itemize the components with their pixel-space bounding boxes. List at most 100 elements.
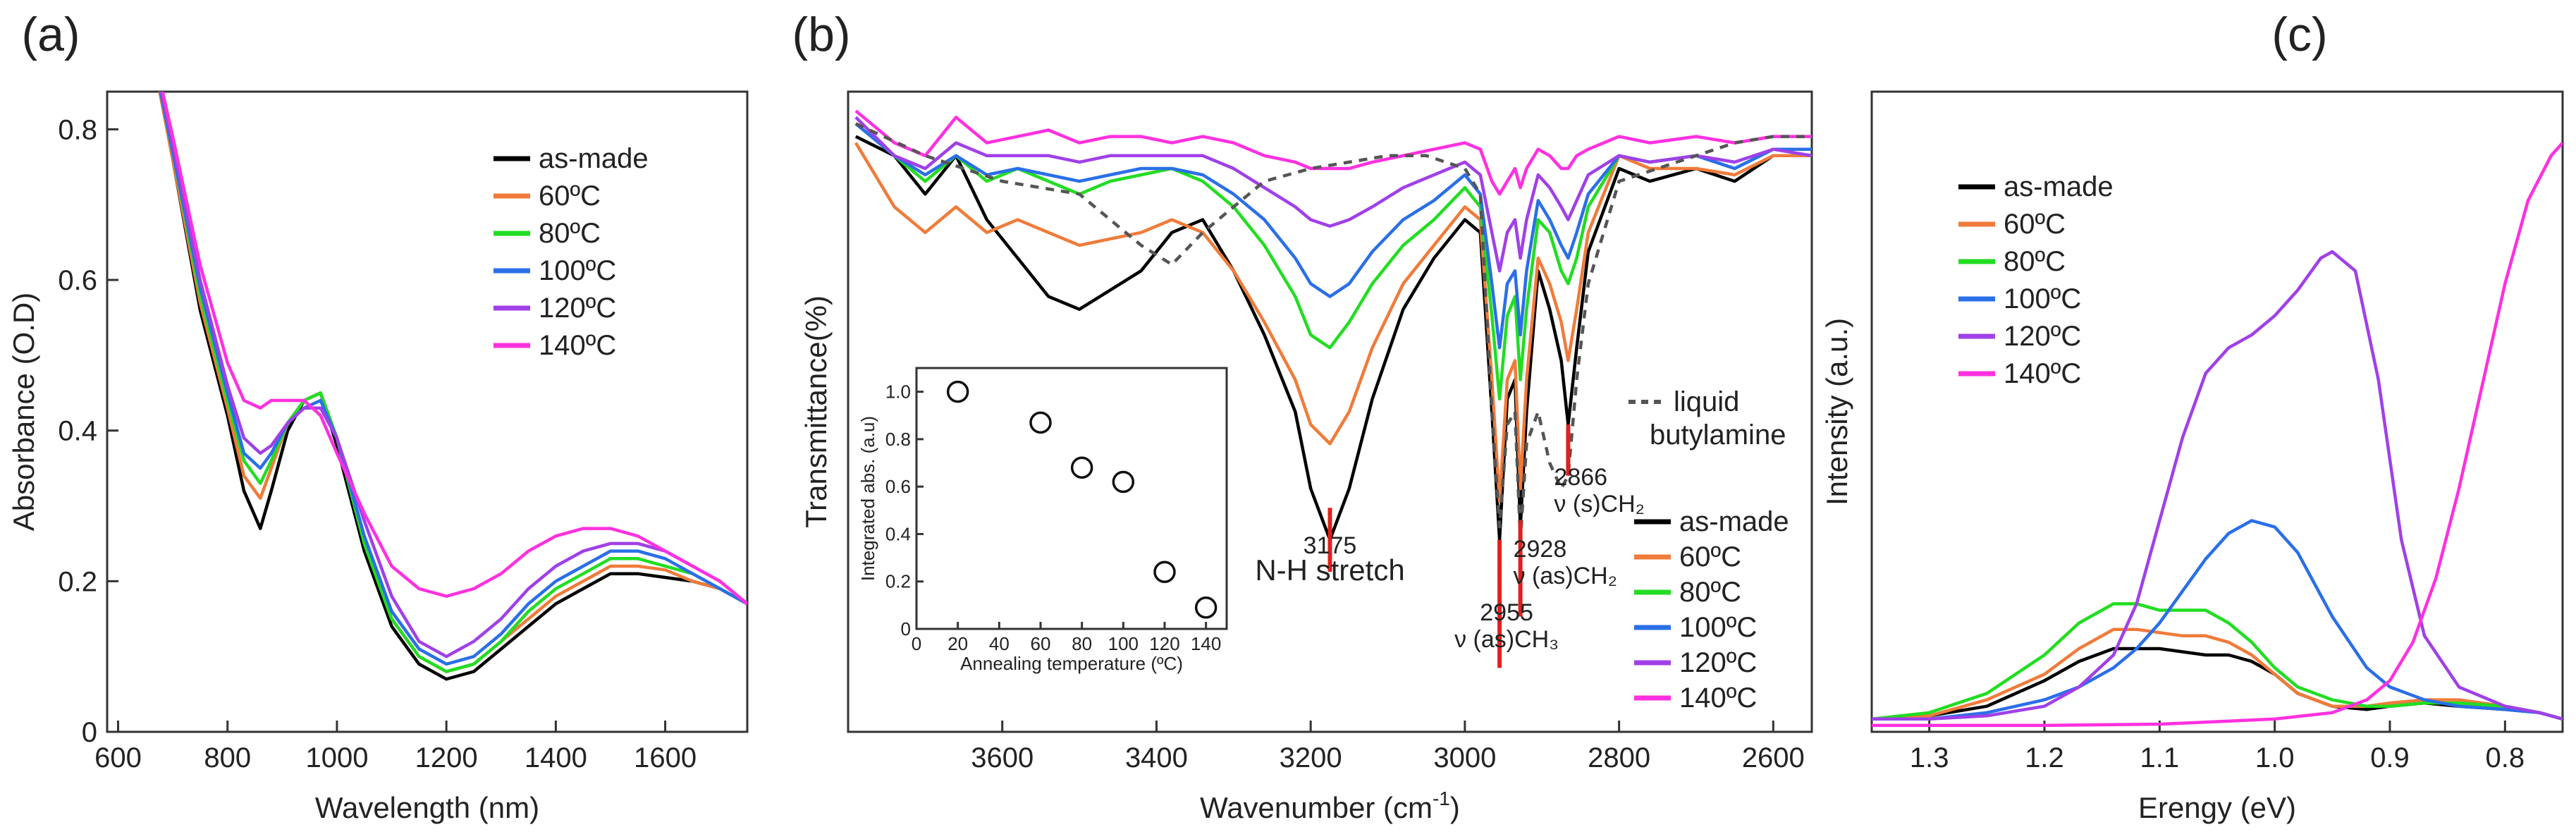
series-line-liquid-butylamine: [854, 122, 1812, 541]
series-line-140-c: [854, 109, 1812, 196]
y-tick-label: 0.6: [58, 265, 97, 296]
legend-label-liquid: butylamine: [1650, 420, 1786, 451]
series-line-100-c: [1872, 519, 2563, 721]
y-axis-title: Absorbance (O.D): [7, 293, 40, 531]
legend-label: 80ºC: [539, 218, 601, 249]
legend-label: 140ºC: [539, 330, 616, 361]
inset-x-tick-label: 40: [989, 633, 1010, 654]
x-tick-label: 1.1: [2140, 742, 2180, 773]
inset-x-tick-label: 80: [1072, 633, 1092, 654]
x-tick-label: 600: [94, 742, 142, 773]
annotation-label: ν (as)CH₂: [1514, 563, 1617, 589]
inset-point: [1194, 596, 1218, 619]
inset-x-tick-label: 0: [912, 633, 921, 654]
series-line-100-c: [159, 92, 747, 666]
x-tick-label: 1400: [525, 742, 587, 773]
x-axis-title: Erengy (eV): [2138, 791, 2296, 824]
legend-label: as-made: [2004, 171, 2114, 202]
inset-point: [946, 380, 969, 403]
legend-label: 120ºC: [1679, 647, 1757, 678]
inset-background: [860, 354, 1248, 692]
x-tick-label: 2800: [1588, 742, 1650, 773]
inset-x-axis-title: Annealing temperature (ºC): [960, 653, 1183, 674]
inset-point: [1029, 411, 1052, 434]
annotation-label: ν (as)CH₃: [1454, 626, 1559, 653]
inset-y-tick-label: 0.8: [885, 429, 911, 450]
y-axis-title: Transmittance(%): [799, 295, 833, 528]
series-line-60-c: [158, 92, 747, 673]
inset-point: [1153, 561, 1176, 584]
series-line-120-c: [159, 92, 747, 659]
x-tick-label: 1.2: [2025, 742, 2064, 773]
x-tick-label: 3400: [1125, 742, 1188, 773]
x-tick-label: 1.3: [1910, 742, 1949, 773]
series-line-80-c: [854, 122, 1812, 401]
legend-label: 140ºC: [1679, 682, 1757, 714]
series-line-as-made: [1872, 647, 2563, 721]
legend-label: as-made: [539, 143, 649, 174]
panel-c: (c) 1.3 1.2 1.1 1.0 0.9 0.8 Erengy (eV) Intensit…: [1820, 8, 2564, 824]
series-line-140-c: [1872, 142, 2563, 728]
x-tick-label: 3600: [971, 742, 1034, 773]
legend-label-liquid: liquid: [1674, 386, 1739, 417]
plot-frame: [1870, 90, 2564, 733]
inset-frame: [915, 367, 1228, 630]
annotation-label: ν (s)CH₂: [1554, 491, 1644, 518]
x-axis-title-main: Wavenumber (cm: [1200, 791, 1433, 824]
x-axis-title-sup: -1: [1433, 788, 1450, 809]
legend-label: 100ºC: [1679, 612, 1757, 643]
inset-x-tick-label: 100: [1108, 633, 1139, 654]
y-tick-label: 0.4: [58, 416, 97, 447]
series-line-100-c: [854, 122, 1812, 350]
inset-y-tick-label: 0.2: [885, 571, 911, 592]
panel-label-c: (c): [2271, 8, 2327, 61]
inset-point: [1070, 456, 1093, 479]
legend-label: 100ºC: [539, 255, 616, 286]
x-tick-label: 0.9: [2370, 742, 2410, 773]
inset-x-tick-label: 60: [1031, 633, 1051, 654]
legend-label: 140ºC: [2004, 358, 2081, 389]
legend-label: 60ºC: [1679, 541, 1741, 572]
x-axis-title: Wavelength (nm): [315, 791, 539, 824]
panel-b: (b) 3600 3400 3200 3000 2800 2600 Wavenumber (c…: [792, 8, 1813, 824]
series-line-120-c: [854, 116, 1812, 273]
panel-label-a: (a): [21, 8, 80, 61]
legend-label: 80ºC: [1679, 577, 1741, 608]
x-tick-label: 1200: [415, 742, 478, 773]
inset-y-axis-title: Integrated abs. (a.u): [857, 416, 878, 581]
y-tick-label: 0.8: [58, 114, 97, 145]
panel-a: (a) 600 800 1000 1200 1400 1600 0 0.2 0.4 0.6 0.8 Wa…: [7, 8, 749, 824]
x-tick-label: 0.8: [2486, 742, 2525, 773]
plot-frame: [847, 90, 1813, 733]
inset-y-tick-label: 0: [901, 618, 911, 639]
x-tick-label: 800: [204, 742, 251, 773]
legend-label: as-made: [1679, 506, 1789, 537]
panel-label-b: (b): [792, 8, 850, 61]
annotation-label: N-H stretch: [1255, 553, 1404, 587]
series-line-60-c: [854, 142, 1812, 503]
inset-x-tick-label: 120: [1149, 633, 1179, 654]
inset-point: [1112, 470, 1135, 494]
y-tick-label: 0: [82, 717, 97, 748]
series-line-as-made: [158, 92, 747, 681]
inset-y-tick-label: 0.6: [885, 476, 911, 497]
legend-label: 60ºC: [2004, 209, 2066, 240]
legend-label: 80ºC: [2004, 246, 2066, 277]
inset-x-tick-label: 20: [947, 633, 968, 654]
x-tick-label: 3000: [1433, 742, 1496, 773]
x-tick-label: 1000: [305, 742, 368, 773]
y-tick-label: 0.2: [58, 566, 97, 597]
x-tick-label: 1.0: [2255, 742, 2295, 773]
x-tick-label: 2600: [1742, 742, 1805, 773]
annotation-label: 2955: [1480, 599, 1533, 626]
legend-label: 100ºC: [2004, 283, 2081, 314]
series-line-140-c: [161, 92, 747, 606]
x-axis-title-end: ): [1450, 791, 1460, 824]
series-line-120-c: [1872, 250, 2563, 721]
x-tick-label: 1600: [634, 742, 697, 773]
x-tick-label: 3200: [1280, 742, 1342, 773]
inset-y-tick-label: 1.0: [885, 381, 911, 403]
annotation-label: 3175: [1304, 532, 1357, 559]
inset: 0 20 40 60 80 100 120 140 0 0.2 0.4 0.6 0.8 1.0 Anneal…: [857, 354, 1248, 692]
